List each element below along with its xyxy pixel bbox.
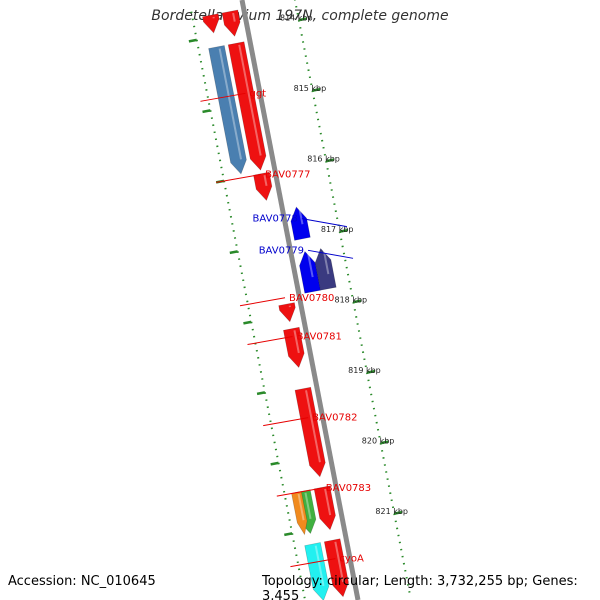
tick-mark bbox=[312, 87, 321, 92]
gene-arrow bbox=[304, 542, 330, 600]
accession-label: Accession: NC_010645 bbox=[8, 574, 156, 589]
gene-highlight bbox=[334, 541, 345, 583]
tick-mark bbox=[229, 250, 238, 255]
gene-arrow bbox=[227, 41, 267, 171]
gene-arrow bbox=[208, 45, 247, 175]
gene-label: ggt bbox=[249, 88, 266, 99]
gene-label: BAV0780 bbox=[289, 293, 334, 304]
tick-label: 820 kbp bbox=[362, 436, 395, 445]
tick-label: 818 kbp bbox=[335, 295, 368, 304]
gene-arrow bbox=[202, 13, 220, 34]
gene-highlight bbox=[218, 48, 243, 160]
gene-label: cyoA bbox=[339, 554, 364, 565]
tick-mark bbox=[202, 109, 211, 114]
gene-leader-line bbox=[307, 249, 354, 259]
gene-leader-line bbox=[290, 558, 336, 568]
tick-label: 816 kbp bbox=[307, 154, 340, 163]
tick-mark bbox=[243, 320, 252, 325]
gene-highlight bbox=[322, 249, 330, 275]
tick-label: 819 kbp bbox=[348, 366, 381, 375]
gene-arrow bbox=[290, 206, 311, 241]
tick-label: 815 kbp bbox=[294, 84, 327, 93]
gene-highlight bbox=[232, 12, 236, 22]
tick-mark bbox=[394, 510, 403, 515]
gene-arrow bbox=[253, 171, 273, 201]
tick-mark bbox=[256, 391, 266, 396]
gene-arrow bbox=[313, 485, 336, 531]
gene-highlight bbox=[297, 493, 305, 521]
gene-leader-line bbox=[200, 92, 246, 102]
tick-mark bbox=[298, 17, 307, 22]
gene-highlight bbox=[263, 175, 268, 187]
genome-summary: Topology: circular; Length: 3,732,255 bp… bbox=[262, 574, 578, 600]
tick-mark bbox=[380, 440, 389, 445]
gene-highlight bbox=[304, 492, 312, 520]
tick-mark bbox=[353, 299, 362, 304]
tick-mark bbox=[366, 369, 376, 374]
gene-highlight bbox=[298, 208, 304, 225]
gene-highlight bbox=[314, 545, 325, 587]
gene-leader-line bbox=[276, 487, 322, 497]
gene-leader-line bbox=[263, 417, 309, 427]
gene-leader-line bbox=[247, 336, 293, 346]
gene-highlight bbox=[305, 390, 321, 463]
gene-arrow bbox=[294, 386, 326, 478]
gene-leader-line bbox=[239, 297, 286, 307]
gene-arrow bbox=[278, 302, 296, 323]
tick-mark bbox=[284, 532, 293, 537]
gene-leader-line bbox=[216, 173, 262, 183]
gene-arrow bbox=[299, 250, 321, 294]
gene-arrow bbox=[314, 247, 337, 291]
gene-leader-line bbox=[301, 218, 348, 228]
gene-label: BAV0777 bbox=[265, 169, 310, 180]
tick-mark bbox=[188, 38, 197, 43]
gene-highlight bbox=[324, 488, 332, 516]
gene-arrow bbox=[221, 9, 241, 37]
tick-mark bbox=[270, 461, 279, 466]
gene-arrow bbox=[323, 538, 349, 598]
genome-backbone bbox=[239, 0, 361, 600]
tick-label: 814 kbp bbox=[280, 13, 313, 22]
gene-label: BAV0781 bbox=[296, 332, 341, 343]
tick-label: 817 kbp bbox=[321, 225, 354, 234]
gene-label: BAV0782 bbox=[312, 413, 357, 424]
gene-highlight bbox=[307, 252, 314, 278]
gene-highlight bbox=[238, 44, 262, 156]
tick-mark bbox=[339, 228, 348, 233]
tick-mark bbox=[325, 158, 335, 163]
tick-label: 821 kbp bbox=[375, 507, 408, 516]
gene-label: BAV0778 bbox=[253, 214, 298, 225]
gene-highlight bbox=[293, 330, 300, 354]
gene-label: BAV0783 bbox=[326, 483, 371, 494]
gene-label: BAV0779 bbox=[259, 245, 304, 256]
